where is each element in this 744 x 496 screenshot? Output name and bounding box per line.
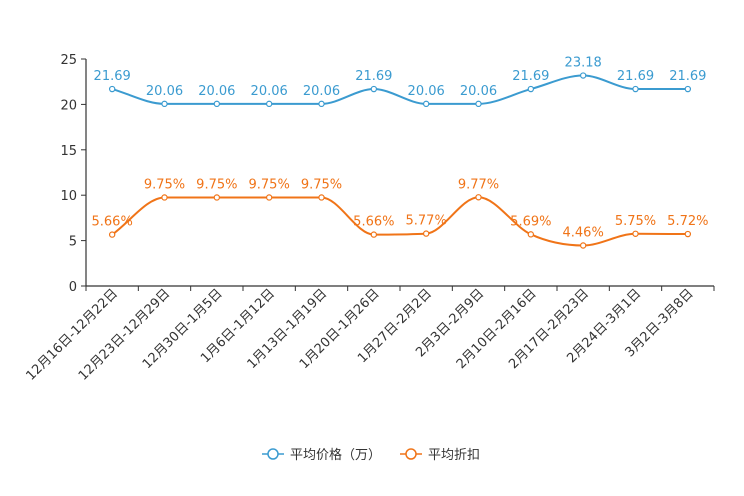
- data-label: 5.72%: [667, 214, 708, 229]
- data-point: [632, 85, 639, 93]
- x-tick-label: 12月23日-12月29日: [76, 286, 173, 383]
- data-label: 20.06: [460, 84, 497, 99]
- data-point: [161, 100, 168, 108]
- data-label: 5.77%: [406, 214, 447, 229]
- legend-swatch-marker: [405, 448, 417, 460]
- series-layer: 21.69 20.06 20.06 20.06 20.06 21.69 20.06 20.06…: [92, 56, 708, 249]
- y-tick-label: 5: [69, 235, 77, 250]
- data-label: 9.75%: [144, 177, 185, 192]
- data-label: 21.69: [512, 69, 549, 84]
- legend-label: 平均价格（万）: [290, 447, 381, 463]
- legend-item[interactable]: 平均折扣: [400, 448, 480, 463]
- data-point: [684, 230, 692, 238]
- data-label: 21.69: [617, 69, 654, 84]
- data-point: [370, 85, 378, 93]
- data-point: [161, 194, 168, 201]
- data-point: [422, 100, 430, 108]
- y-tick-label: 20: [60, 98, 77, 113]
- y-tick-label: 15: [60, 144, 77, 159]
- data-label: 5.69%: [510, 214, 551, 229]
- data-point: [318, 100, 325, 108]
- data-label: 20.06: [198, 84, 235, 99]
- data-label: 21.69: [355, 69, 392, 84]
- data-point: [108, 231, 116, 238]
- data-label: 23.18: [565, 56, 602, 71]
- data-label: 9.75%: [196, 177, 237, 192]
- data-point: [213, 100, 221, 108]
- data-point: [213, 194, 221, 201]
- data-label: 9.77%: [458, 177, 499, 192]
- data-label: 20.06: [251, 84, 288, 99]
- x-tick-label: 12月16日-12月22日: [24, 286, 121, 383]
- series-2: 5.66% 9.75% 9.75% 9.75% 9.75% 5.66% 5.77% 9.77%…: [92, 177, 708, 249]
- data-point: [527, 231, 535, 238]
- data-label: 20.06: [408, 84, 445, 99]
- data-label: 9.75%: [301, 177, 342, 192]
- data-point: [475, 194, 482, 201]
- data-point: [475, 100, 482, 108]
- data-label: 20.06: [146, 84, 183, 99]
- data-point: [579, 242, 587, 249]
- data-point: [265, 194, 273, 201]
- data-label: 5.66%: [353, 215, 394, 230]
- series-1: 21.69 20.06 20.06 20.06 20.06 21.69 20.06 20.06…: [94, 56, 706, 108]
- data-label: 21.69: [669, 69, 706, 84]
- legend-item[interactable]: 平均价格（万）: [262, 447, 381, 463]
- data-point: [370, 231, 378, 238]
- data-point: [265, 100, 273, 108]
- data-point: [684, 85, 692, 93]
- data-label: 5.66%: [92, 215, 133, 230]
- data-point: [318, 194, 325, 201]
- data-point: [422, 230, 430, 237]
- data-label: 20.06: [303, 84, 340, 99]
- series-line: [111, 74, 688, 105]
- x-axis: 12月16日-12月22日12月23日-12月29日12月30日-1月5日1月6…: [24, 285, 715, 384]
- legend: 平均价格（万） 平均折扣: [262, 447, 480, 463]
- y-tick-label: 25: [60, 53, 77, 68]
- data-point: [579, 72, 587, 79]
- data-label: 21.69: [94, 69, 131, 84]
- y-axis: 0 5 10 15 20 25: [60, 53, 87, 295]
- data-label: 5.75%: [615, 214, 656, 229]
- y-tick-label: 10: [60, 189, 77, 204]
- legend-label: 平均折扣: [428, 448, 480, 463]
- y-tick-label: 0: [69, 280, 77, 295]
- legend-swatch-marker: [267, 448, 279, 460]
- data-point: [527, 85, 535, 93]
- data-point: [108, 85, 116, 93]
- data-label: 4.46%: [563, 226, 604, 241]
- data-point: [632, 230, 639, 237]
- data-label: 9.75%: [249, 177, 290, 192]
